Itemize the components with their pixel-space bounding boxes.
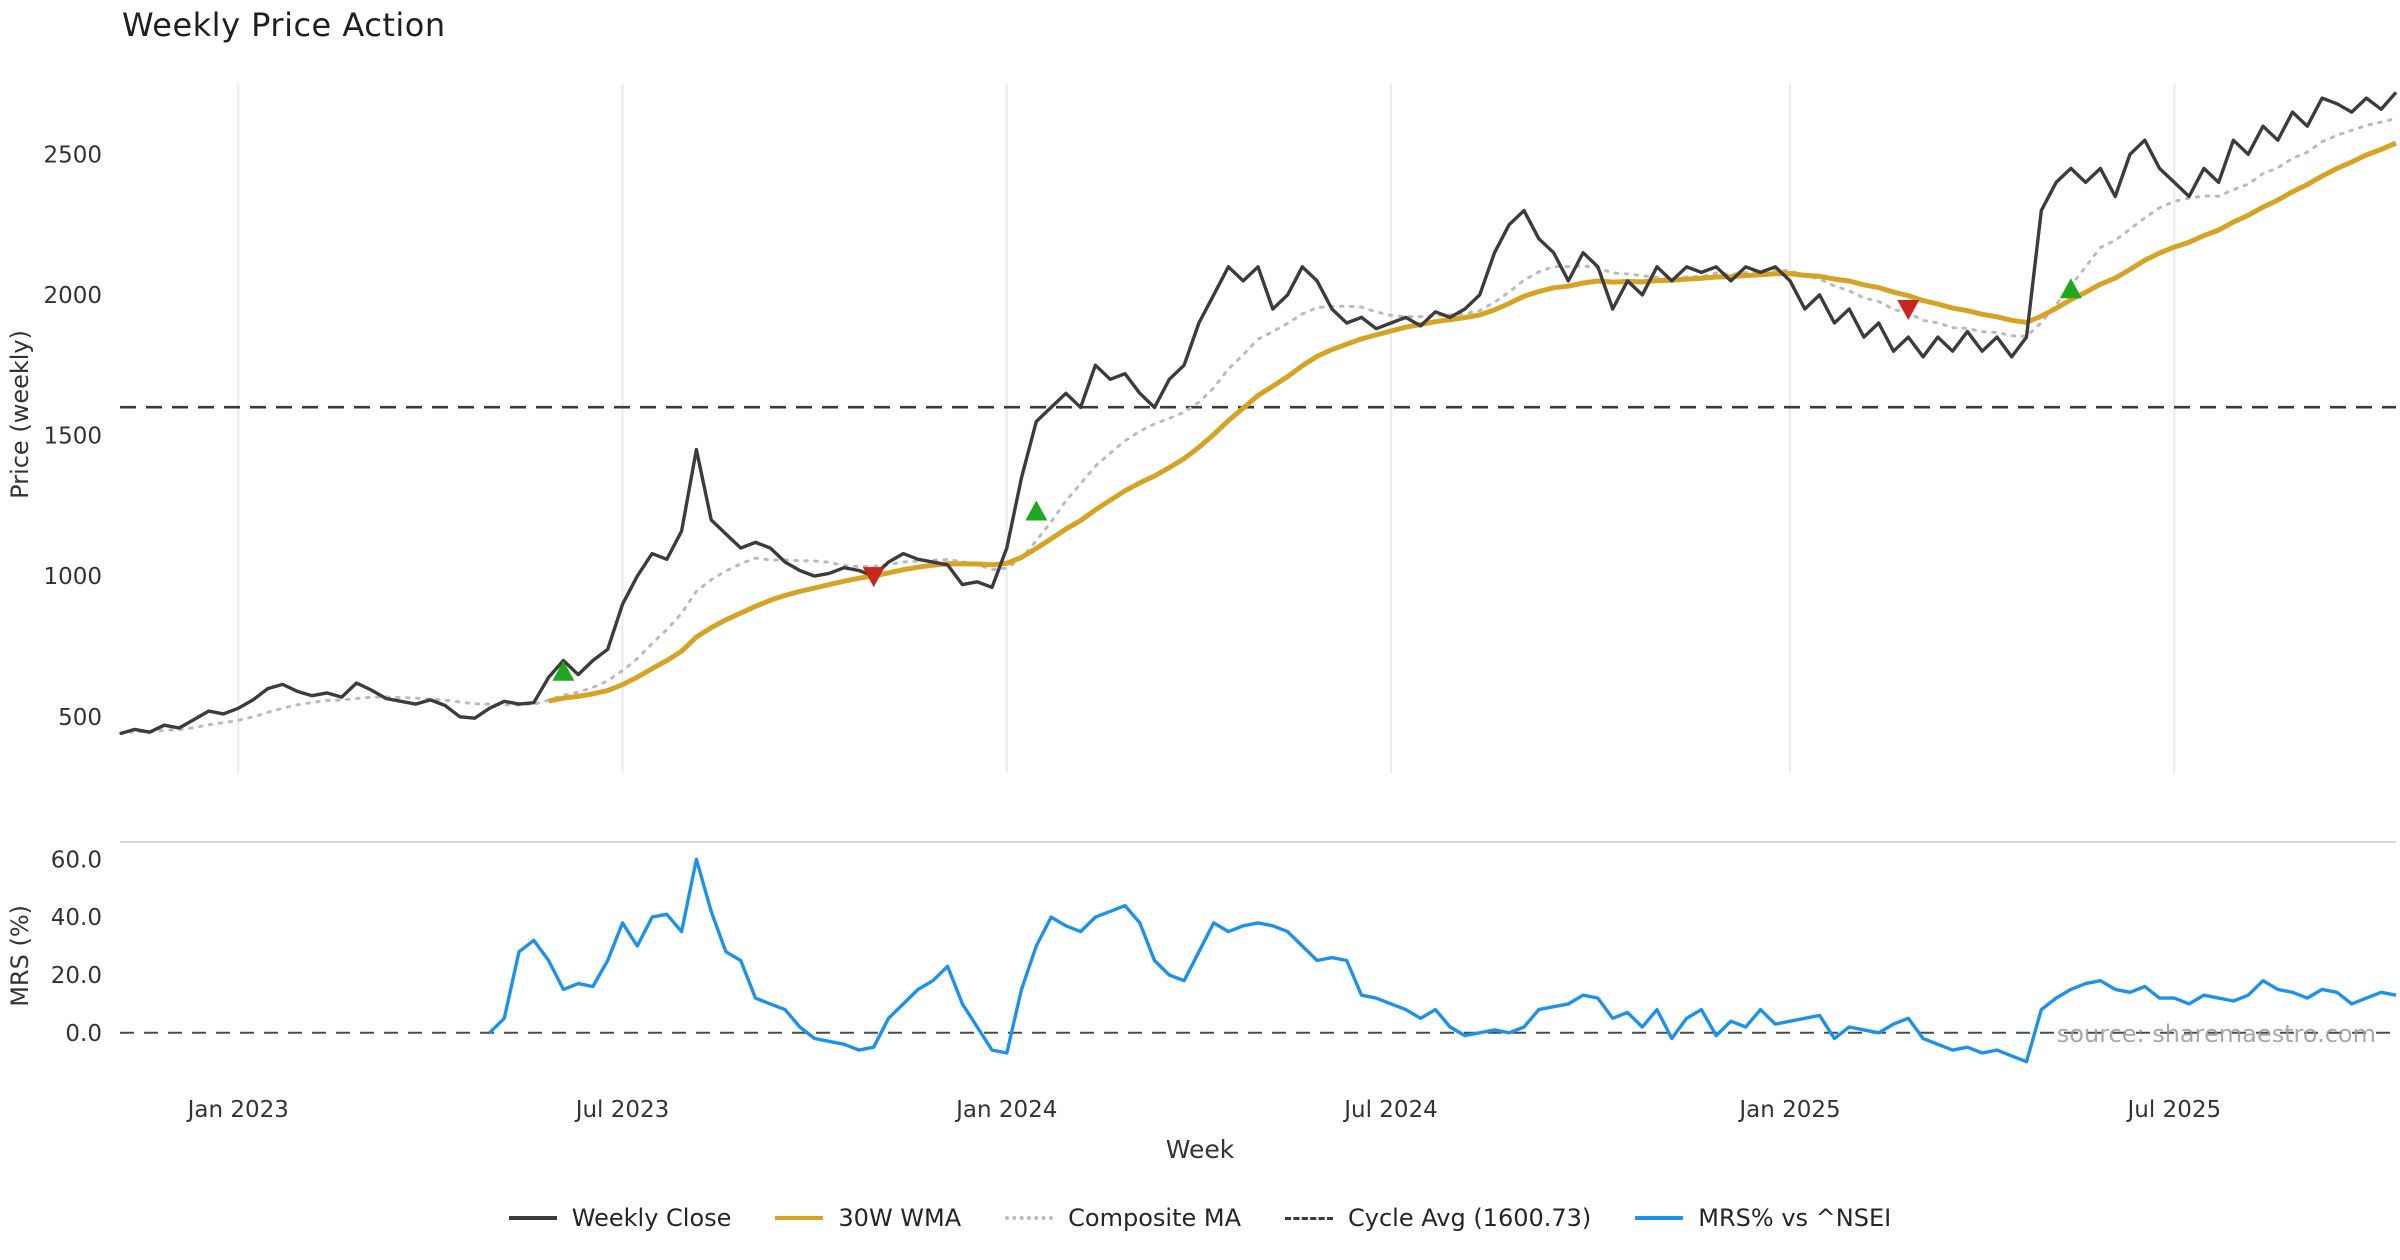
legend-item-cycle: Cycle Avg (1600.73): [1285, 1204, 1591, 1232]
legend-label-mrs: MRS% vs ^NSEI: [1698, 1204, 1892, 1232]
legend-swatch-wma30-line: [775, 1216, 824, 1220]
x-tick-label: Jan 2024: [954, 1097, 1057, 1123]
watermark: source: sharemaestro.com: [2057, 1020, 2376, 1048]
mrs-tick-label: 0.0: [65, 1021, 102, 1047]
x-axis-label: Week: [1165, 1135, 1235, 1164]
legend-label-cycle: Cycle Avg (1600.73): [1348, 1204, 1592, 1232]
sell-marker: [862, 567, 885, 588]
composite-ma-line: [118, 116, 2398, 736]
price-tick-label: 2500: [43, 142, 102, 168]
mrs-tick-label: 60.0: [51, 847, 102, 873]
price-tick-label: 2000: [43, 283, 102, 309]
legend-item-mrs: MRS% vs ^NSEI: [1635, 1204, 1891, 1232]
buy-marker: [552, 660, 575, 681]
x-tick-label: Jan 2025: [1737, 1097, 1840, 1123]
x-tick-label: Jul 2025: [2126, 1097, 2222, 1123]
buy-marker: [2059, 278, 2082, 299]
x-tick-label: Jul 2023: [574, 1097, 670, 1123]
legend-swatch-cycle-line: [1285, 1216, 1334, 1220]
price-tick-label: 500: [58, 705, 102, 731]
legend-label-composite: Composite MA: [1068, 1204, 1242, 1232]
chart-title: Weekly Price Action: [122, 6, 446, 44]
legend-item-composite: Composite MA: [1005, 1204, 1241, 1232]
chart-legend: Weekly Close 30W WMA Composite MA Cycle Avg…: [0, 1204, 2400, 1232]
legend-swatch-mrs-line: [1635, 1216, 1684, 1220]
mrs-tick-label: 40.0: [51, 905, 102, 931]
wma30-line: [548, 140, 2397, 704]
legend-item-wma30: 30W WMA: [775, 1204, 961, 1232]
weekly-close-line: [119, 91, 2398, 736]
legend-item-close: Weekly Close: [508, 1204, 732, 1232]
sell-marker: [1897, 299, 1920, 320]
mrs-line: [488, 857, 2397, 1064]
legend-label-wma30: 30W WMA: [838, 1204, 962, 1232]
legend-swatch-close-line: [508, 1216, 557, 1220]
legend-label-close: Weekly Close: [571, 1204, 732, 1232]
buy-marker: [1025, 500, 1048, 521]
x-tick-label: Jan 2023: [186, 1097, 289, 1123]
mrs-tick-label: 20.0: [51, 963, 102, 989]
price-tick-label: 1500: [43, 424, 102, 450]
price-tick-label: 1000: [43, 564, 102, 590]
legend-swatch-composite-line: [1005, 1216, 1054, 1220]
x-tick-label: Jul 2024: [1342, 1097, 1438, 1123]
